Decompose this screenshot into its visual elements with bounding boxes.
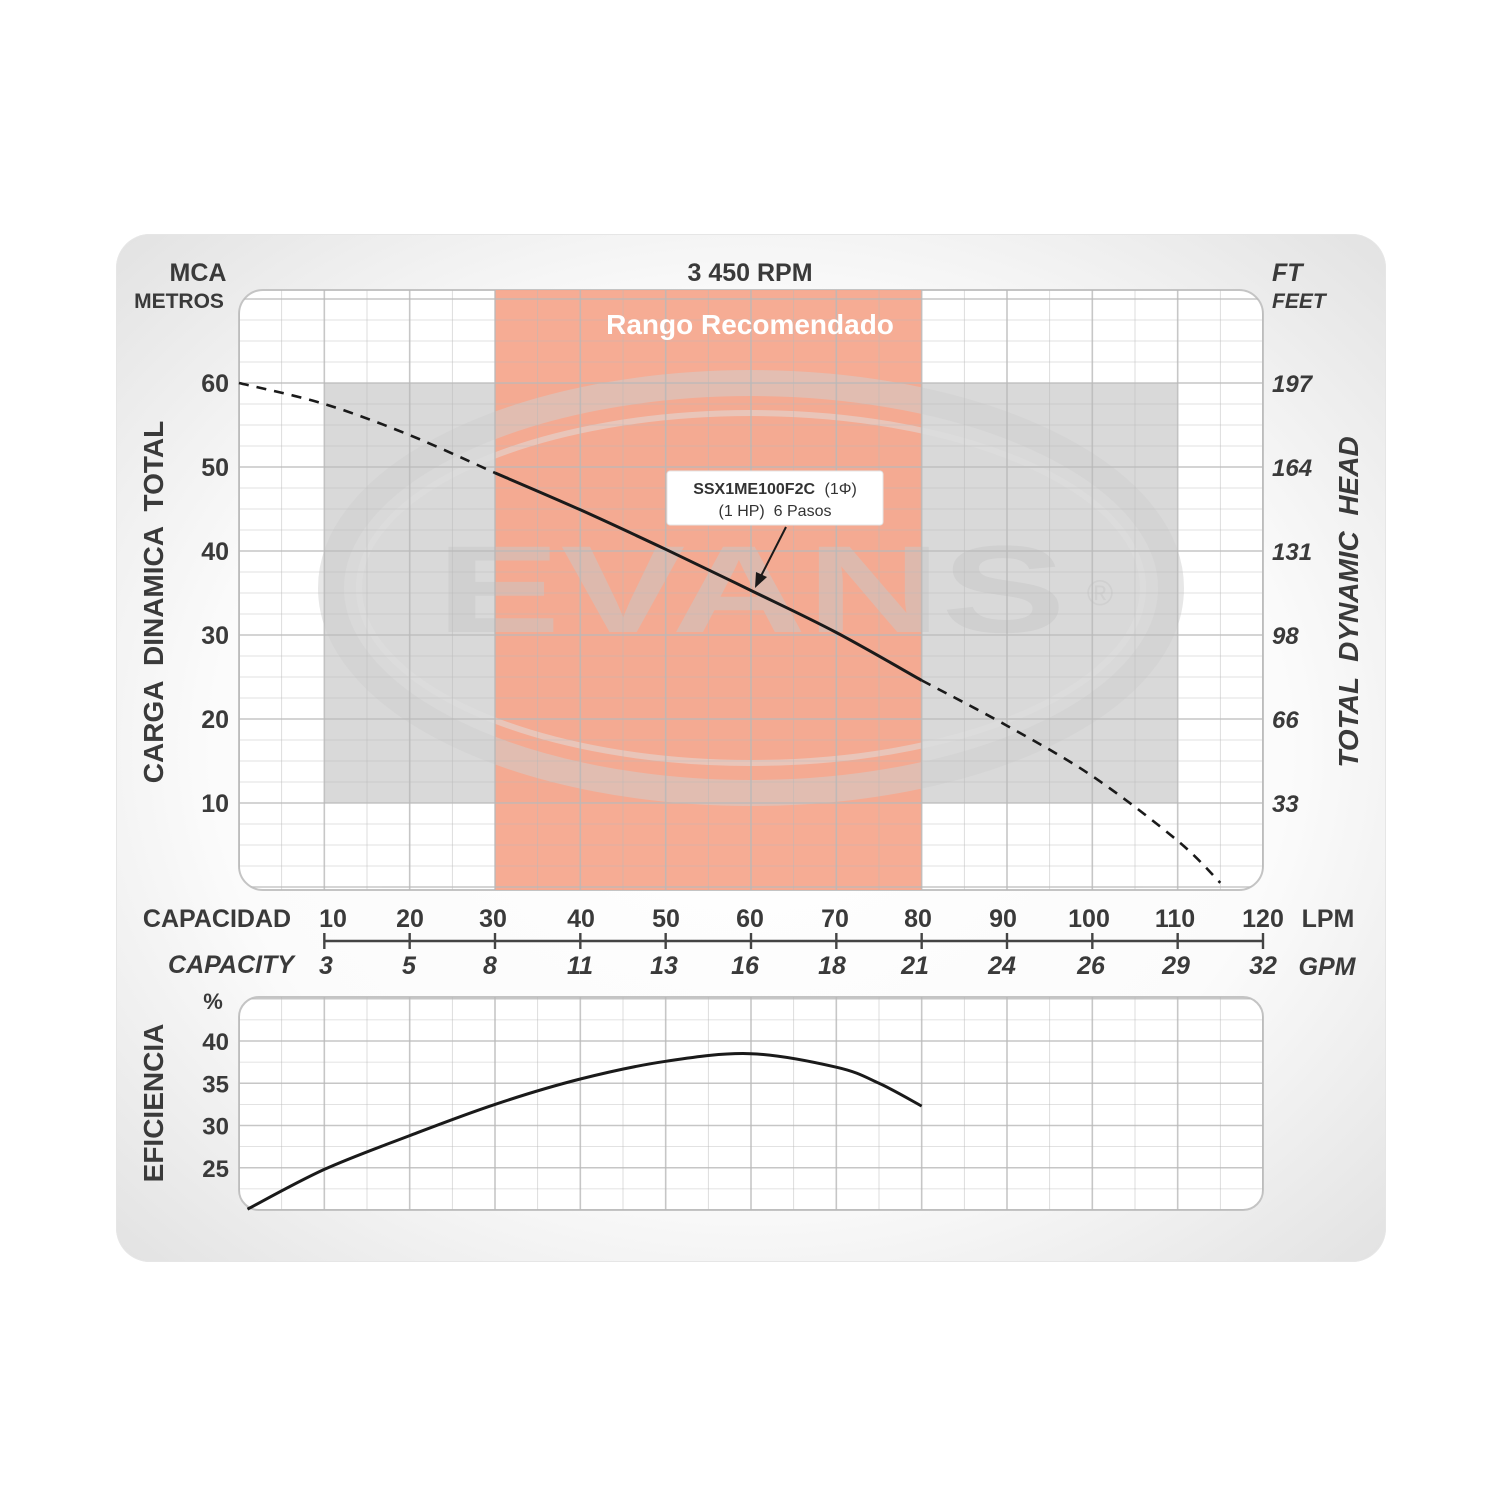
x-axis-label-alt: CAPACITY [168,951,296,979]
x-tick-label-lpm: 30 [479,905,507,933]
x-axis-unit-alt: GPM [1299,953,1357,981]
efficiency-tick-label: 25 [202,1156,229,1183]
series-annotation: SSX1ME100F2C (1Φ) (1 HP) 6 Pasos [666,470,884,588]
x-tick-label-gpm: 18 [818,952,846,980]
y-axis-label-right: TOTAL DYNAMIC HEAD [1333,436,1364,767]
y-tick-label-right: 197 [1272,371,1314,398]
y-tick-label-right: 66 [1272,707,1299,734]
efficiency-tick-label: 35 [202,1071,229,1098]
y-tick-label-right: 98 [1272,623,1299,650]
annotation-box [666,470,884,526]
annotation-arrow-line [759,526,787,579]
y-tick-label-right: 131 [1272,539,1312,566]
x-tick-label-lpm: 40 [567,905,595,933]
right-unit-subtitle: FEET [1272,290,1328,313]
watermark-registered: ® [1087,572,1114,613]
left-unit-title: MCA [170,259,227,287]
x-tick-label-gpm: 3 [319,952,333,980]
x-tick-label-lpm: 100 [1068,905,1110,933]
efficiency-axis-label: EFICIENCIA [138,1024,169,1183]
x-tick-label-gpm: 11 [567,952,593,980]
x-tick-label-lpm: 10 [319,905,347,933]
left-unit-subtitle: METROS [134,290,224,313]
x-tick-label-lpm: 120 [1242,905,1284,933]
chart-title: 3 450 RPM [687,259,812,287]
x-tick-label-lpm: 50 [652,905,680,933]
x-tick-label-lpm: 110 [1155,905,1195,933]
efficiency-tick-label: 40 [202,1029,229,1056]
y-tick-label-left: 10 [201,790,229,818]
head-curve-solid [494,471,923,682]
x-tick-label-gpm: 16 [731,952,760,980]
efficiency-unit: % [203,989,223,1014]
efficiency-curve [246,1052,923,1211]
x-tick-label-lpm: 60 [736,905,764,933]
x-axis-label: CAPACIDAD [143,905,291,933]
head-curve-dashed-left [238,381,496,475]
y-axis-label-left: CARGA DINAMICA TOTAL [138,421,169,783]
x-tick-label-lpm: 20 [396,905,424,933]
head-grid [239,290,1263,890]
y-tick-label-right: 33 [1272,791,1299,818]
x-axis-unit: LPM [1302,905,1355,933]
tick-labels: 10 20 30 40 50 60 33 66 98 131 164 197 10 20 30 40 50 60 7… [201,370,1314,1183]
y-tick-label-left: 30 [201,622,229,650]
x-tick-label-lpm: 80 [904,905,932,933]
x-tick-label-gpm: 5 [402,952,417,980]
head-curve-dashed-right [921,679,1222,884]
x-tick-label-lpm: 70 [821,905,849,933]
annotation-arrow-head [755,572,767,588]
y-tick-label-left: 50 [201,454,229,482]
x-tick-label-gpm: 8 [483,952,497,980]
head-curve [238,381,1222,884]
annotation-detail: (1 HP) 6 Pasos [719,503,832,520]
y-tick-label-left: 40 [201,538,229,566]
annotation-model: SSX1ME100F2C (1Φ) [693,481,857,498]
x-tick-label-gpm: 29 [1161,952,1190,980]
efficiency-tick-label: 30 [202,1114,229,1141]
x-tick-label-lpm: 90 [989,905,1017,933]
x-tick-label-gpm: 13 [650,952,678,980]
x-tick-label-gpm: 32 [1249,952,1277,980]
y-tick-label-right: 164 [1272,455,1312,482]
y-tick-label-left: 60 [201,370,229,398]
right-unit-title: FT [1272,259,1305,287]
x-tick-label-gpm: 24 [987,952,1016,980]
efficiency-line [246,1052,923,1211]
region-label: Rango Recomendado [606,309,894,340]
x-tick-label-gpm: 26 [1076,952,1106,980]
capacity-axis [323,933,1265,949]
y-tick-label-left: 20 [201,706,229,734]
x-tick-label-gpm: 21 [900,952,929,980]
